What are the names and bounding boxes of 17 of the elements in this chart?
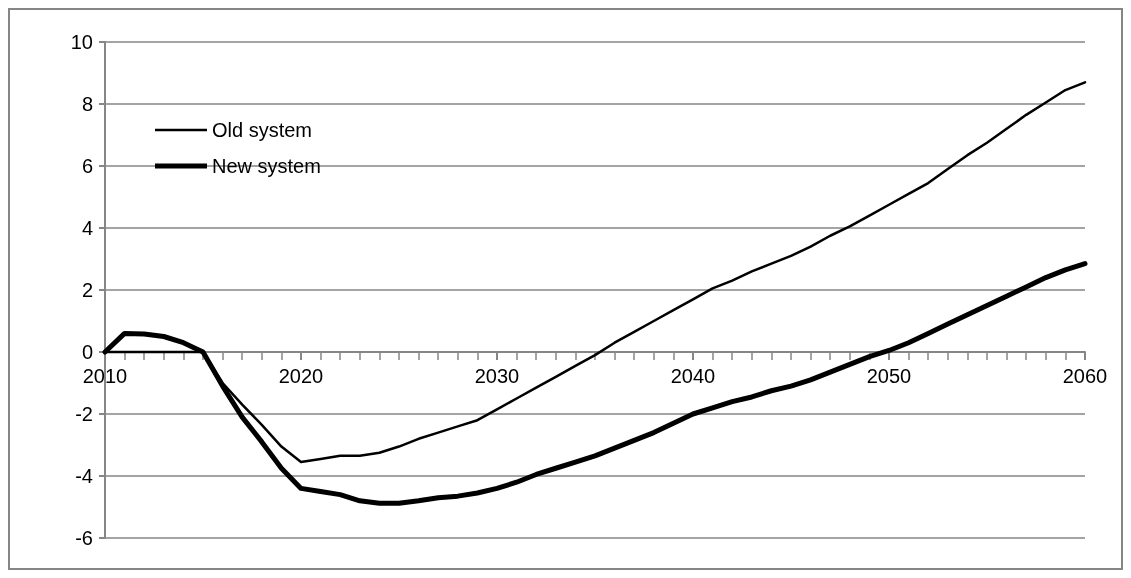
x-tick-label: 2050 bbox=[866, 365, 912, 387]
y-tick-label: -4 bbox=[75, 465, 93, 487]
x-tick-label: 2030 bbox=[474, 365, 520, 387]
y-tick-label: -6 bbox=[75, 527, 93, 549]
y-tick-label: 6 bbox=[81, 155, 93, 177]
x-tick-label: 2010 bbox=[82, 365, 128, 387]
y-tick-label: 2 bbox=[81, 279, 93, 301]
x-tick-label: 2040 bbox=[670, 365, 716, 387]
x-tick-label: 2020 bbox=[278, 365, 324, 387]
legend-label: New system bbox=[212, 155, 321, 177]
y-tick-label: 8 bbox=[81, 93, 93, 115]
y-tick-label: 10 bbox=[70, 31, 93, 53]
y-tick-label: -2 bbox=[75, 403, 93, 425]
x-tick-label: 2060 bbox=[1062, 365, 1108, 387]
y-tick-label: 0 bbox=[81, 341, 93, 363]
y-tick-label: 4 bbox=[81, 217, 93, 239]
legend-label: Old system bbox=[212, 119, 313, 141]
